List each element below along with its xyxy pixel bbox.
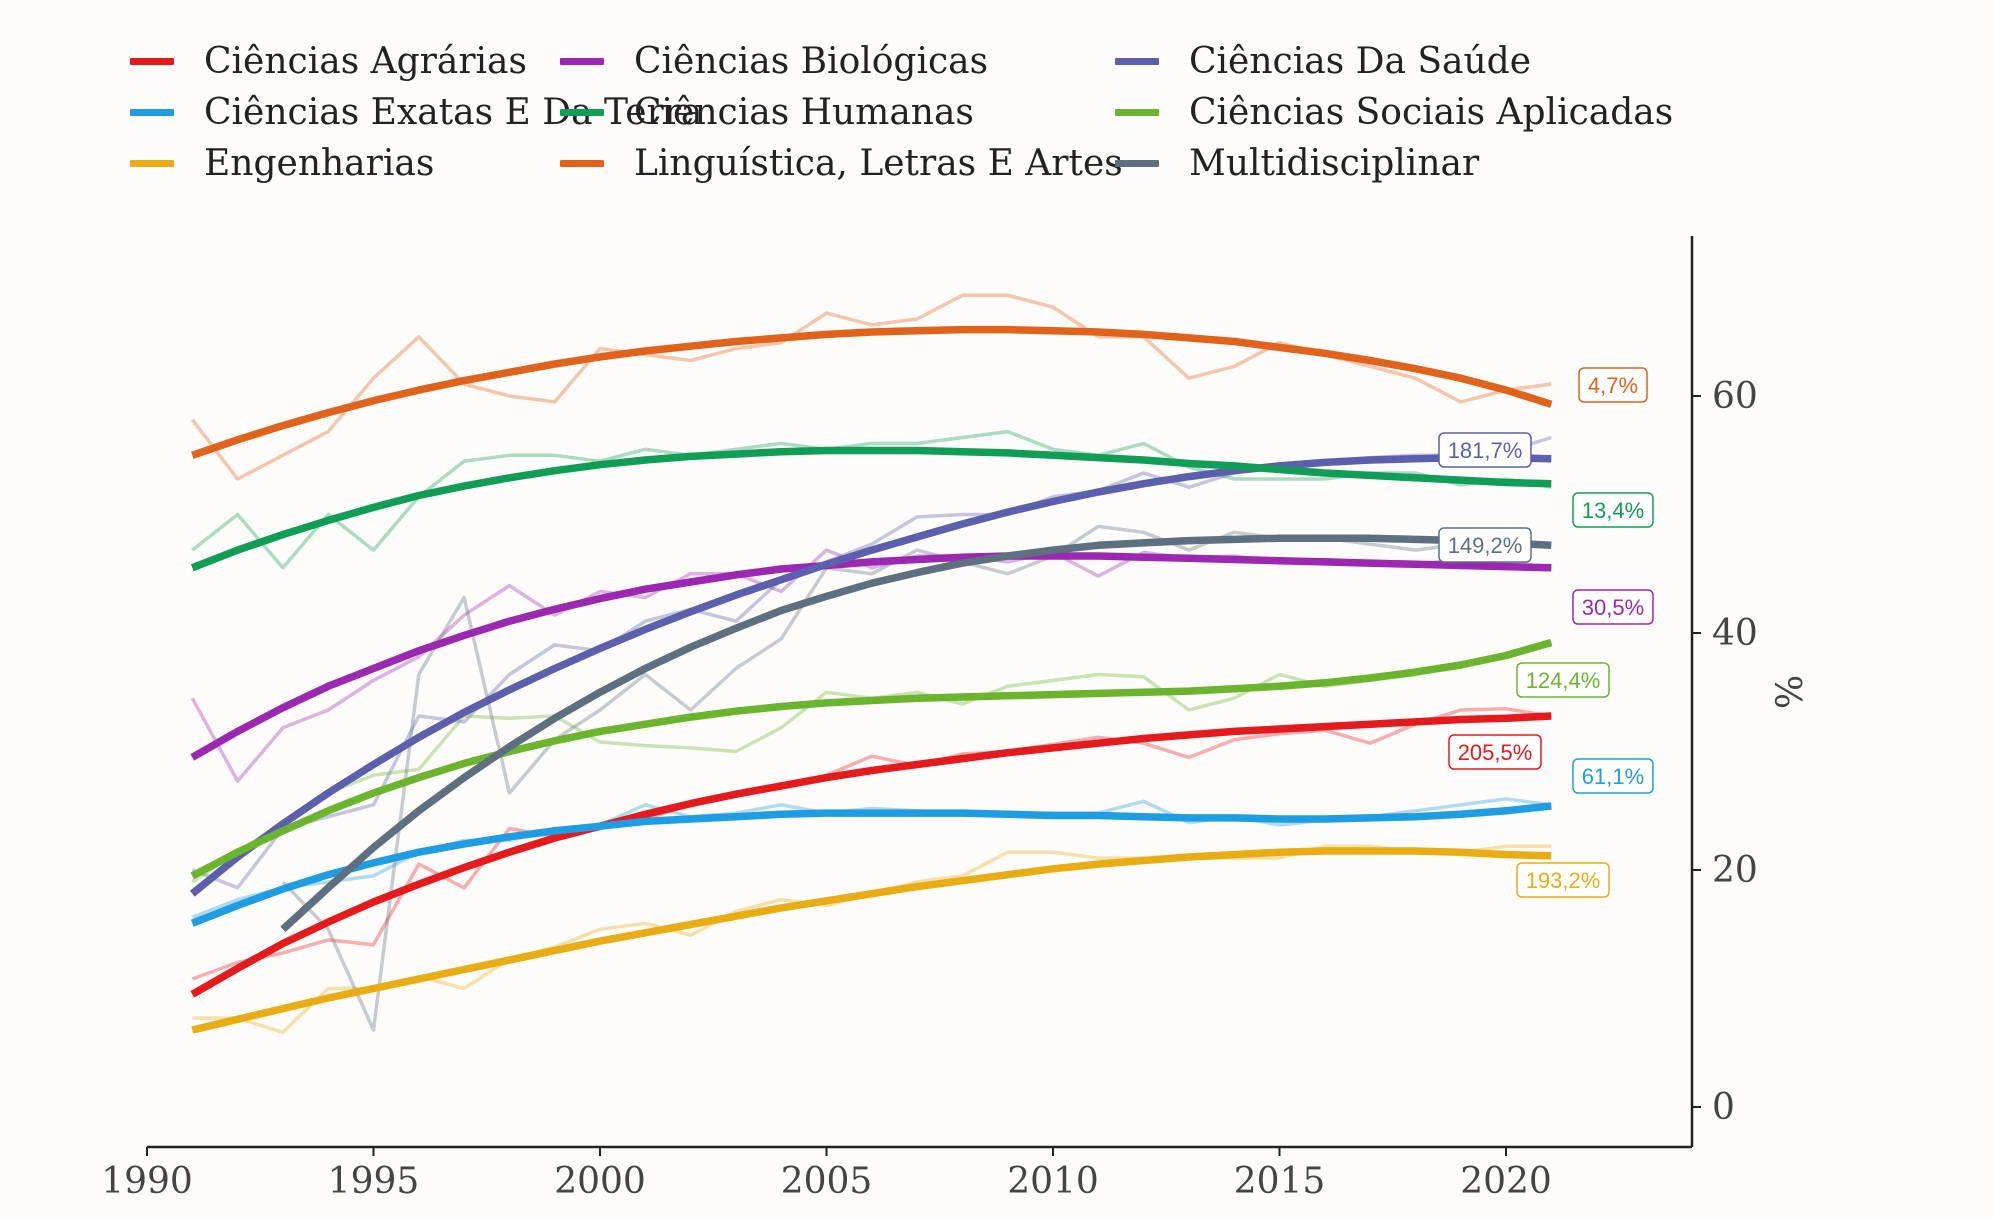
- percent-label-engenharias: 193,2%: [1516, 862, 1610, 898]
- percent-label-text: 149,2%: [1448, 533, 1523, 558]
- y-tick-label: 40: [1712, 613, 1758, 654]
- legend-item-engenharias: Engenharias: [130, 138, 560, 189]
- x-tick-label: 2005: [781, 1161, 873, 1202]
- percent-label-ciencias-exatas-e-da-terra: 61,1%: [1572, 758, 1654, 794]
- legend-swatch: [560, 160, 604, 167]
- percent-label-text: 13,4%: [1582, 498, 1644, 523]
- legend: Ciências Agrárias Ciências Exatas E Da Te…: [130, 36, 1673, 189]
- trend-line-engenharias: [191, 847, 1552, 1034]
- legend-item-multidisciplinar: Multidisciplinar: [1115, 138, 1635, 189]
- legend-label: Ciências Biológicas: [634, 41, 989, 82]
- legend-item-ciencias-biologicas: Ciências Biológicas: [560, 36, 1115, 87]
- percent-label-text: 124,4%: [1526, 668, 1601, 693]
- trend-line-ciencias-biologicas: [190, 552, 1552, 761]
- percent-label-text: 61,1%: [1582, 764, 1644, 789]
- legend-label: Engenharias: [204, 143, 435, 184]
- percent-label-box: [1578, 367, 1648, 403]
- legend-label: Multidisciplinar: [1189, 143, 1480, 184]
- percent-label-box: [1572, 589, 1654, 625]
- y-tick-label: 0: [1712, 1087, 1735, 1128]
- legend-swatch: [130, 58, 174, 65]
- legend-item-ciencias-exatas-e-da-terra: Ciências Exatas E Da Terra: [130, 87, 702, 138]
- x-tick-label: 1995: [328, 1161, 420, 1202]
- percent-label-ciencias-sociais-aplicadas: 124,4%: [1516, 662, 1610, 698]
- legend-swatch: [1115, 109, 1159, 116]
- y-tick-label: 60: [1712, 376, 1758, 417]
- legend-item-ciencias-sociais-aplicadas: Ciências Sociais Aplicadas: [1115, 87, 1673, 138]
- y-axis-label: %: [1766, 675, 1807, 709]
- percent-label-text: 30,5%: [1582, 595, 1644, 620]
- x-tick-label: 1990: [101, 1161, 193, 1202]
- percent-label-multidisciplinar: 149,2%: [1438, 527, 1532, 563]
- legend-swatch: [1115, 58, 1159, 65]
- legend-swatch: [1115, 160, 1159, 167]
- percent-label-linguistica-letras-e-artes: 4,7%: [1578, 367, 1648, 403]
- legend-label: Ciências Agrárias: [204, 41, 527, 82]
- legend-item-ciencias-humanas: Ciências Humanas: [560, 87, 1115, 138]
- legend-item-linguistica-letras-e-artes: Linguística, Letras E Artes: [560, 138, 1123, 189]
- trend-series-lines: [189, 325, 1553, 1034]
- percent-label-ciencias-agrarias: 205,5%: [1448, 734, 1542, 770]
- trend-line-ciencias-agrarias: [190, 712, 1552, 998]
- percent-labels: 205,5% 30,5% 181,7% 61,1% 13,4% 124,4% 193,2% 4…: [1438, 367, 1654, 898]
- legend-swatch: [560, 58, 604, 65]
- percent-label-box: [1438, 527, 1532, 563]
- percent-label-box: [1516, 862, 1610, 898]
- x-tick-label: 2015: [1234, 1161, 1326, 1202]
- trend-line-ciencias-da-saude: [189, 453, 1552, 897]
- percent-label-text: 4,7%: [1588, 373, 1638, 398]
- percent-label-box: [1448, 734, 1542, 770]
- raw-series-lines: [190, 293, 1552, 1035]
- trend-line-multidisciplinar: [280, 534, 1552, 933]
- percent-label-box: [1516, 662, 1610, 698]
- trend-line-linguistica-letras-e-artes: [191, 325, 1553, 459]
- percent-label-text: 193,2%: [1526, 868, 1601, 893]
- legend-label: Ciências Exatas E Da Terra: [204, 92, 703, 133]
- legend-label: Ciências Da Saúde: [1189, 41, 1532, 82]
- legend-swatch: [560, 109, 604, 116]
- trend-line-ciencias-humanas: [190, 446, 1552, 572]
- percent-label-text: 181,7%: [1448, 438, 1523, 463]
- x-tick-label: 2020: [1460, 1161, 1552, 1202]
- raw-line-multidisciplinar: [281, 524, 1552, 1032]
- percent-label-ciencias-da-saude: 181,7%: [1438, 432, 1532, 468]
- legend-item-ciencias-da-saude: Ciências Da Saúde: [1115, 36, 1635, 87]
- percent-label-ciencias-biologicas: 30,5%: [1572, 589, 1654, 625]
- trend-line-ciencias-exatas-e-da-terra: [190, 802, 1552, 927]
- percent-label-ciencias-humanas: 13,4%: [1572, 492, 1654, 528]
- percent-label-text: 205,5%: [1458, 740, 1533, 765]
- axes: 1990 1995 2000 2005 2010 2015 2020 0 20 40 60%: [101, 236, 1807, 1202]
- legend-item-ciencias-agrarias: Ciências Agrárias: [130, 36, 560, 87]
- trend-line-ciencias-sociais-aplicadas: [190, 638, 1553, 880]
- legend-label: Ciências Humanas: [634, 92, 974, 133]
- percent-label-box: [1572, 758, 1654, 794]
- y-tick-label: 20: [1712, 850, 1758, 891]
- x-tick-label: 2000: [554, 1161, 646, 1202]
- percent-label-box: [1572, 492, 1654, 528]
- legend-label: Ciências Sociais Aplicadas: [1189, 92, 1674, 133]
- legend-swatch: [130, 109, 174, 116]
- x-tick-label: 2010: [1007, 1161, 1099, 1202]
- legend-label: Linguística, Letras E Artes: [634, 143, 1123, 184]
- percent-label-box: [1438, 432, 1532, 468]
- raw-line-engenharias: [192, 844, 1552, 1035]
- legend-swatch: [130, 160, 174, 167]
